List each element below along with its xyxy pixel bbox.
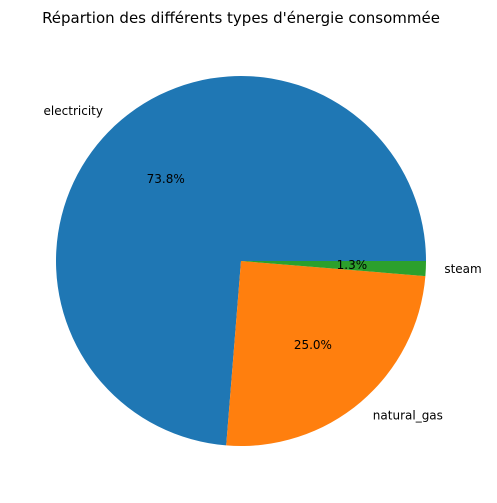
slice-label-natural-gas: natural_gas xyxy=(373,409,443,423)
slice-percent-natural-gas: 25.0% xyxy=(294,338,332,352)
pie-slice-steam xyxy=(241,261,426,277)
slice-percent-steam: 1.3% xyxy=(337,258,368,272)
pie-labels: electricity 73.8% natural_gas 25.0% steam 1.3… xyxy=(44,104,482,423)
slice-label-electricity: electricity xyxy=(44,104,103,118)
pie-slice-natural-gas xyxy=(226,261,426,446)
chart-title: Répartion des différents types d'énergie… xyxy=(42,9,440,27)
slice-label-steam: steam xyxy=(444,262,481,276)
slice-percent-electricity: 73.8% xyxy=(147,172,185,186)
pie-slices xyxy=(55,75,426,446)
pie-slice-electricity xyxy=(55,75,426,446)
